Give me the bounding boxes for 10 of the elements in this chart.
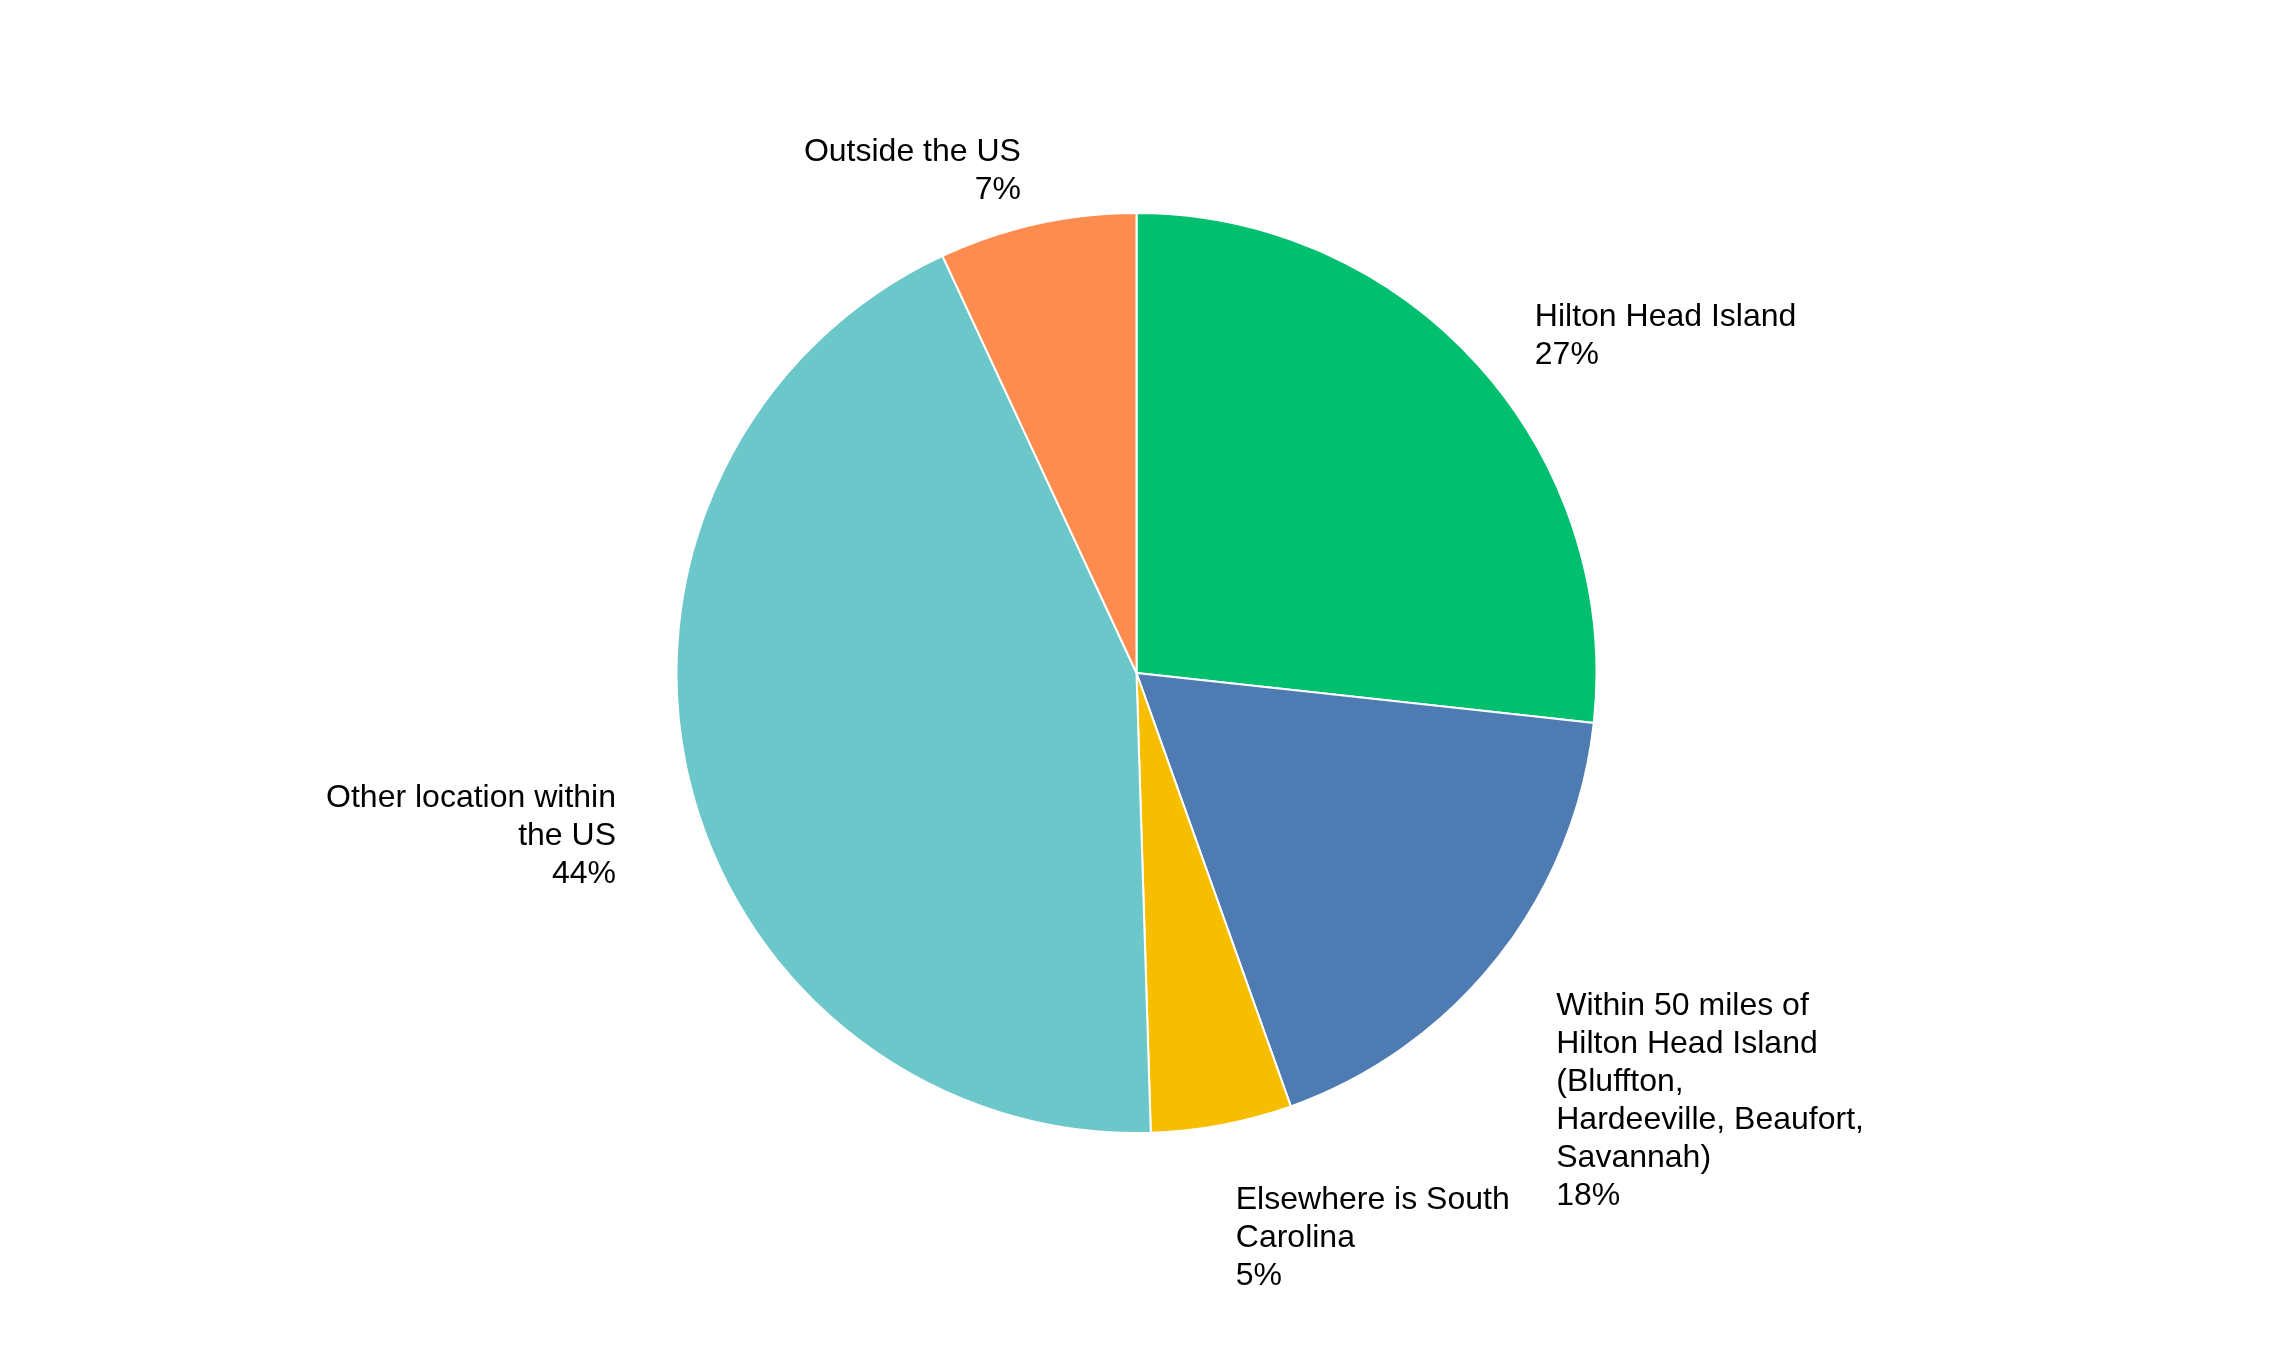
data-label: 44% [551, 853, 616, 890]
slice-label: Other location within the US [326, 777, 616, 852]
data-label: 27% [1534, 334, 1599, 371]
slice-label: Elsewhere is South Carolina [1235, 1179, 1510, 1254]
data-label: 7% [974, 169, 1021, 206]
slice-label: Hilton Head Island [1534, 296, 1797, 333]
slice-label: Outside the US [803, 131, 1021, 168]
data-label: 18% [1556, 1175, 1621, 1212]
slice-label: Within 50 miles of Hilton Head Island (Bluffton, Hardeeville, Beaufort, Savannah) [1556, 985, 1864, 1174]
data-label: 5% [1235, 1255, 1283, 1292]
